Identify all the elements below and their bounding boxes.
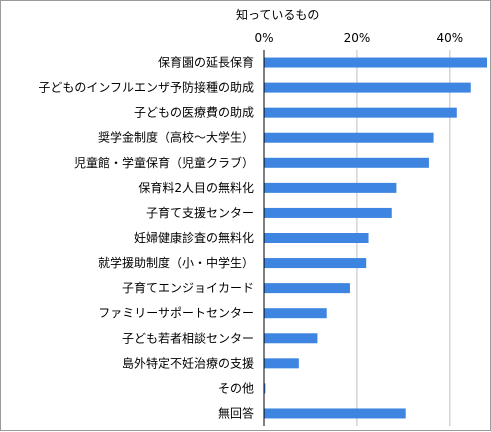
bar-4 [264, 157, 429, 168]
category-label-13: その他 [218, 381, 254, 395]
bar-6 [264, 207, 392, 218]
category-label-2: 子どもの医療費の助成 [134, 105, 254, 120]
category-label-11: 子ども若者相談センター [122, 330, 254, 345]
bar-2 [264, 107, 457, 118]
category-label-5: 保育料2人目の無料化 [138, 180, 254, 195]
bar-7 [264, 233, 369, 243]
tick-labels: 0% 20% 40% [254, 31, 463, 45]
tick-label-0: 0% [254, 31, 273, 45]
bar-5 [264, 182, 397, 193]
bars [264, 57, 487, 419]
category-label-0: 保育園の延長保育 [158, 55, 254, 70]
category-label-3: 奨学金制度（高校～大学生） [98, 130, 254, 145]
category-label-8: 就学援助制度（小・中学生） [98, 255, 254, 270]
category-label-7: 妊婦健康診査の無料化 [134, 230, 254, 245]
chart-title: 知っているもの [236, 8, 319, 22]
category-label-14: 無回答 [218, 405, 254, 420]
bar-3 [264, 132, 434, 143]
bar-14 [264, 408, 406, 419]
bar-12 [264, 358, 299, 369]
category-label-4: 児童館・学童保育（児童クラブ） [74, 155, 254, 170]
category-label-9: 子育てエンジョイカード [122, 280, 254, 295]
category-label-1: 子どものインフルエンザ予防接種の助成 [38, 80, 254, 95]
bar-0 [264, 57, 487, 68]
category-label-12: 島外特定不妊治療の支援 [122, 355, 254, 370]
tick-label-20: 20% [344, 31, 371, 45]
grid-layer [356, 50, 451, 426]
bar-1 [264, 82, 471, 93]
category-labels: 保育園の延長保育子どものインフルエンザ予防接種の助成子どもの医療費の助成奨学金制… [38, 55, 254, 421]
bar-13 [264, 383, 266, 394]
bar-8 [264, 258, 367, 269]
bar-11 [264, 333, 318, 344]
bar-10 [264, 308, 327, 319]
category-label-10: ファミリーサポートセンター [98, 306, 254, 320]
category-label-6: 子育て支援センター [146, 205, 254, 220]
tick-label-40: 40% [436, 31, 463, 45]
bar-9 [264, 283, 350, 294]
